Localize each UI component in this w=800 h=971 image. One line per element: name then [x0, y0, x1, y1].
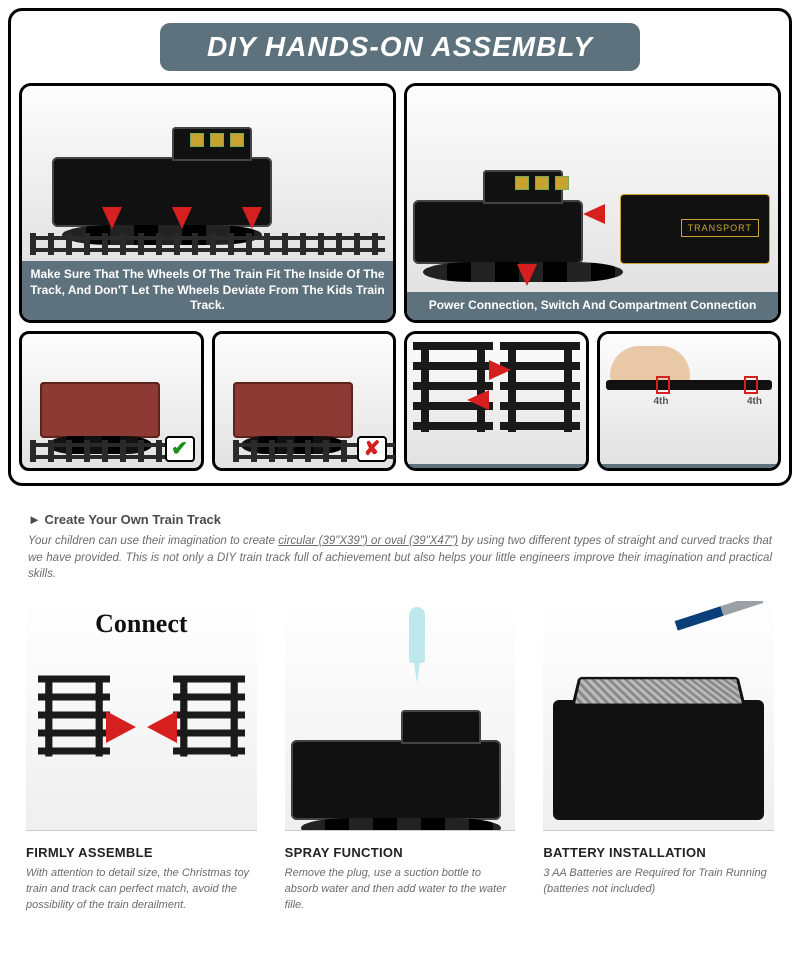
feature-battery-title: BATTERY INSTALLATION [543, 845, 774, 860]
track-piece-illustration [500, 342, 580, 432]
track-illustration [30, 233, 385, 255]
arrow-right-icon [106, 711, 136, 743]
panel-power-image [407, 86, 778, 292]
arrow-left-icon [467, 390, 489, 410]
description-heading: ► Create Your Own Train Track [28, 512, 772, 527]
panel-wheels-image [22, 86, 393, 261]
main-title: DIY HANDS-ON ASSEMBLY [160, 23, 640, 71]
arrow-down-icon [242, 207, 262, 229]
feature-firmly-title: FIRMLY ASSEMBLE [26, 845, 257, 860]
instruction-pair: Tightly Fit The Two Rails Together, And … [404, 331, 781, 471]
check-ok-panel: ✔ [19, 331, 204, 471]
track-piece-illustration [173, 676, 245, 757]
feature-row: Connect FIRMLY ASSEMBLE With attention t… [0, 587, 800, 938]
feature-battery-image [543, 601, 774, 831]
feature-battery-text: 3 AA Batteries are Required for Train Ru… [543, 866, 774, 898]
battery-tray-illustration [572, 677, 746, 706]
thumb-label-b: 4th [747, 396, 762, 407]
track-piece-illustration [413, 342, 493, 432]
check-ok-icon: ✔ [165, 436, 195, 462]
marker-frame [656, 376, 670, 394]
panel-wheels-caption: Make Sure That The Wheels Of The Train F… [22, 261, 393, 320]
arrow-down-icon [517, 264, 537, 286]
panel-power: Power Connection, Switch And Compartment… [404, 83, 781, 323]
marker-frame [744, 376, 758, 394]
description-block: ► Create Your Own Train Track Your child… [0, 494, 800, 587]
compartment-illustration [620, 194, 770, 264]
locomotive-illustration [52, 157, 272, 227]
feature-firmly: Connect FIRMLY ASSEMBLE With attention t… [26, 601, 257, 914]
second-row: ✔ ✘ Tightly Fit The Two Rails Together, … [19, 331, 781, 471]
cargo-illustration [233, 382, 353, 438]
check-compare: ✔ ✘ [19, 331, 396, 471]
bottle-illustration [409, 607, 425, 663]
panel-rails-caption: Tightly Fit The Two Rails Together, And … [407, 464, 586, 471]
top-row: Make Sure That The Wheels Of The Train F… [19, 83, 781, 323]
arrow-down-icon [172, 207, 192, 229]
description-body-underline: circular (39"X39") or oval (39"X47") [278, 535, 458, 547]
feature-spray: SPRAY FUNCTION Remove the plug, use a su… [285, 601, 516, 914]
check-no-icon: ✘ [357, 436, 387, 462]
arrow-down-icon [102, 207, 122, 229]
assembly-card: DIY HANDS-ON ASSEMBLY Make Sure That The… [8, 8, 792, 486]
arrow-left-icon [583, 204, 605, 224]
panel-thumb-image: 4th 4th [600, 334, 779, 464]
feature-spray-title: SPRAY FUNCTION [285, 845, 516, 860]
locomotive-illustration [291, 740, 501, 820]
panel-power-caption: Power Connection, Switch And Compartment… [407, 292, 778, 320]
arrow-right-icon [489, 360, 511, 380]
arrow-left-icon [147, 711, 177, 743]
connect-label: Connect [26, 601, 257, 639]
cargo-illustration [40, 382, 160, 438]
thumb-label-a: 4th [654, 396, 669, 407]
feature-firmly-text: With attention to detail size, the Chris… [26, 866, 257, 914]
screwdriver-illustration [675, 601, 764, 631]
description-body-prefix: Your children can use their imagination … [28, 535, 278, 547]
battery-car-illustration [553, 700, 764, 820]
panel-thumb-caption: Place Your Thumb On The Edge Of The Four… [600, 464, 779, 471]
feature-spray-image [285, 601, 516, 831]
feature-firmly-image: Connect [26, 601, 257, 831]
panel-thumb: 4th 4th Place Your Thumb On The Edge Of … [597, 331, 782, 471]
track-piece-illustration [38, 676, 110, 757]
feature-spray-text: Remove the plug, use a suction bottle to… [285, 866, 516, 914]
panel-wheels: Make Sure That The Wheels Of The Train F… [19, 83, 396, 323]
check-no-panel: ✘ [212, 331, 397, 471]
locomotive-illustration [413, 200, 583, 264]
description-body: Your children can use their imagination … [28, 533, 772, 583]
panel-rails-image [407, 334, 586, 464]
feature-battery: BATTERY INSTALLATION 3 AA Batteries are … [543, 601, 774, 914]
panel-rails: Tightly Fit The Two Rails Together, And … [404, 331, 589, 471]
